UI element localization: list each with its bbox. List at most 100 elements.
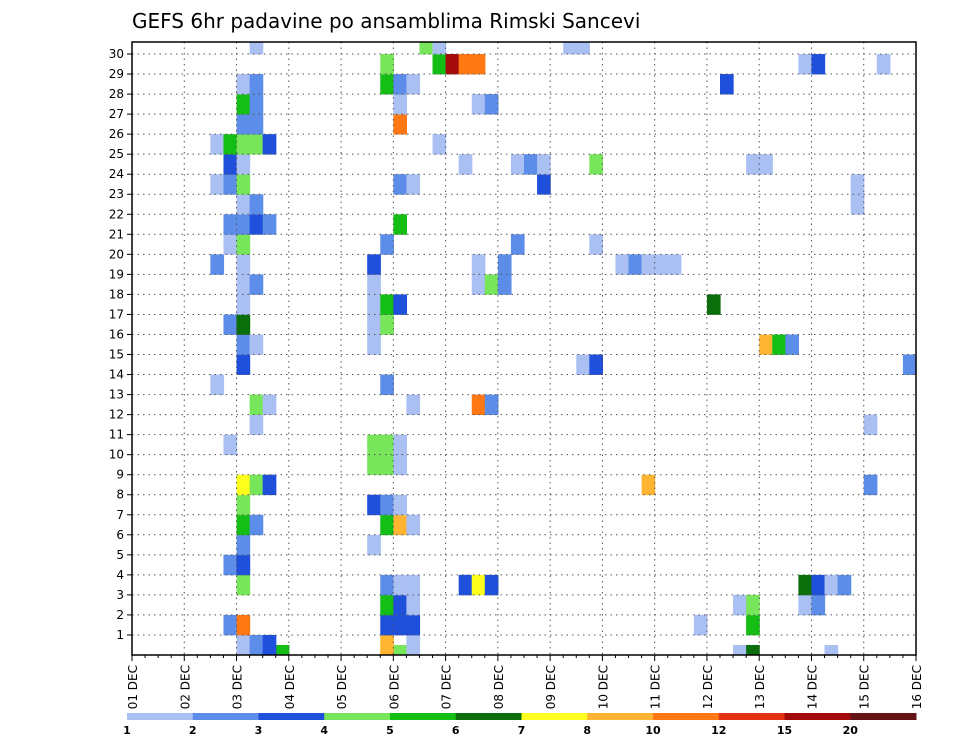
heatmap-cell — [275, 644, 290, 656]
heatmap-cell — [393, 434, 407, 456]
heatmap-cell — [471, 254, 486, 275]
colorbar-segment — [521, 713, 588, 720]
heatmap-cell — [720, 74, 734, 95]
heatmap-cell — [380, 594, 394, 616]
heatmap-cell — [380, 314, 394, 335]
heatmap-cells — [210, 42, 917, 656]
heatmap-cell — [236, 614, 251, 636]
heatmap-cell — [733, 594, 747, 616]
heatmap-cell — [615, 254, 630, 275]
heatmap-cell — [367, 334, 381, 355]
heatmap-cell — [654, 254, 669, 275]
heatmap-cell — [576, 354, 590, 375]
heatmap-cell — [262, 474, 277, 496]
heatmap-cell — [406, 74, 421, 95]
heatmap-cell — [249, 42, 264, 55]
x-axis: 01 DEC 02 DEC 03 DEC 04 DEC 05 DEC 06 DEC 07 D… — [126, 655, 924, 709]
heatmap-cell — [393, 644, 407, 656]
heatmap-cell — [419, 42, 434, 55]
heatmap-cell — [249, 114, 264, 135]
heatmap-cell — [236, 314, 251, 335]
heatmap-cell — [393, 574, 407, 596]
heatmap-cell — [380, 454, 394, 476]
heatmap-cell — [837, 574, 852, 596]
colorbar-segment — [718, 713, 785, 720]
heatmap-cell — [236, 274, 251, 295]
y-tick-label: 17 — [109, 307, 124, 321]
heatmap-cell — [510, 234, 525, 255]
x-tick-label: 06 DEC — [387, 665, 401, 709]
heatmap-cell — [432, 54, 447, 75]
heatmap-cell — [393, 514, 407, 536]
heatmap-cell — [262, 634, 277, 656]
heatmap-cell — [380, 294, 394, 315]
heatmap-cell — [471, 394, 486, 415]
heatmap-cell — [432, 42, 447, 55]
heatmap-cell — [484, 574, 499, 596]
heatmap-cell — [484, 394, 499, 415]
heatmap-cell — [759, 334, 773, 355]
heatmap-cell — [249, 94, 264, 115]
heatmap-cell — [667, 254, 682, 275]
heatmap-cell — [223, 434, 238, 456]
x-tick-label: 14 DEC — [805, 665, 819, 709]
y-tick-label: 19 — [109, 267, 124, 281]
y-tick-label: 2 — [116, 608, 124, 622]
colorbar-label: 5 — [386, 724, 394, 737]
heatmap-cell — [458, 154, 473, 175]
colorbar-segment — [587, 713, 654, 720]
heatmap-cell — [589, 354, 603, 375]
y-tick-label: 24 — [109, 167, 124, 181]
heatmap-cell — [249, 514, 264, 536]
colorbar-segment — [127, 713, 194, 720]
heatmap-cell — [380, 614, 394, 636]
heatmap-cell — [380, 54, 394, 75]
heatmap-cell — [406, 574, 421, 596]
colorbar-segment — [192, 713, 259, 720]
heatmap-cell — [458, 54, 473, 75]
colorbar-label: 3 — [255, 724, 263, 737]
heatmap-cell — [249, 414, 264, 436]
heatmap-cell — [850, 194, 865, 215]
heatmap-cell — [380, 514, 394, 536]
heatmap-cell — [824, 644, 839, 656]
heatmap-cell — [367, 454, 381, 476]
heatmap-cell — [249, 394, 264, 415]
heatmap-cell — [380, 634, 394, 656]
y-tick-label: 12 — [109, 408, 124, 422]
heatmap-cell — [589, 154, 603, 175]
heatmap-cell — [497, 254, 512, 275]
heatmap-cell — [706, 294, 721, 315]
y-tick-label: 20 — [109, 247, 124, 261]
heatmap-cell — [367, 254, 381, 275]
heatmap-cell — [236, 554, 251, 576]
heatmap-cell — [223, 614, 238, 636]
colorbar-segment — [390, 713, 457, 720]
heatmap-cell — [641, 254, 656, 275]
x-tick-label: 09 DEC — [544, 665, 558, 709]
heatmap-cell — [380, 74, 394, 95]
heatmap-cell — [236, 254, 251, 275]
x-tick-label: 05 DEC — [335, 665, 349, 709]
x-tick-label: 12 DEC — [701, 665, 715, 709]
y-tick-label: 9 — [116, 468, 124, 482]
y-tick-label: 1 — [116, 628, 124, 642]
colorbar-label: 10 — [645, 724, 661, 737]
heatmap-cell — [249, 214, 264, 235]
heatmap-cell — [210, 174, 225, 195]
colorbar-segment — [258, 713, 325, 720]
heatmap-cell — [236, 474, 251, 496]
colorbar-label: 6 — [452, 724, 460, 737]
heatmap-cell — [746, 154, 760, 175]
heatmap-cell — [798, 594, 813, 616]
heatmap-cell — [367, 314, 381, 335]
heatmap-cell — [876, 54, 891, 75]
x-tick-label: 13 DEC — [753, 665, 767, 709]
heatmap-cell — [223, 234, 238, 255]
heatmap-cell — [406, 594, 421, 616]
heatmap-cell — [223, 174, 238, 195]
heatmap-cell — [223, 154, 238, 175]
heatmap-cell — [210, 254, 225, 275]
heatmap-cell — [628, 254, 643, 275]
